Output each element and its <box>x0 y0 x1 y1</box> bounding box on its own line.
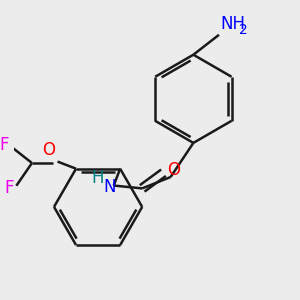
Text: F: F <box>4 179 14 197</box>
Text: H: H <box>92 169 104 188</box>
Text: O: O <box>42 141 55 159</box>
Text: O: O <box>167 161 180 179</box>
Text: F: F <box>0 136 9 154</box>
Text: 2: 2 <box>239 23 248 37</box>
Text: N: N <box>103 178 116 196</box>
Text: NH: NH <box>220 15 245 33</box>
